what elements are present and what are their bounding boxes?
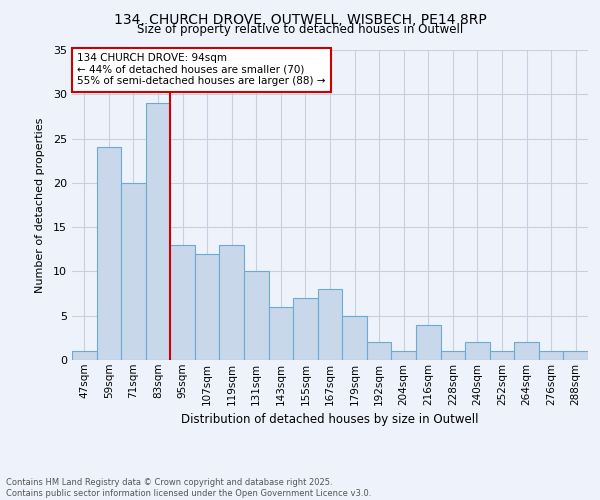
Text: 134, CHURCH DROVE, OUTWELL, WISBECH, PE14 8RP: 134, CHURCH DROVE, OUTWELL, WISBECH, PE1…	[113, 12, 487, 26]
Text: 134 CHURCH DROVE: 94sqm
← 44% of detached houses are smaller (70)
55% of semi-de: 134 CHURCH DROVE: 94sqm ← 44% of detache…	[77, 53, 326, 86]
Bar	[563, 351, 588, 360]
Y-axis label: Number of detached properties: Number of detached properties	[35, 118, 44, 292]
Bar	[416, 324, 440, 360]
Bar	[269, 307, 293, 360]
Bar	[146, 103, 170, 360]
Bar	[72, 351, 97, 360]
Bar	[391, 351, 416, 360]
Bar	[244, 272, 269, 360]
Bar	[121, 183, 146, 360]
Bar	[440, 351, 465, 360]
Bar	[465, 342, 490, 360]
Bar	[539, 351, 563, 360]
Bar	[293, 298, 318, 360]
Bar	[342, 316, 367, 360]
Bar	[318, 289, 342, 360]
Bar	[490, 351, 514, 360]
Bar	[170, 245, 195, 360]
Text: Contains HM Land Registry data © Crown copyright and database right 2025.
Contai: Contains HM Land Registry data © Crown c…	[6, 478, 371, 498]
Bar	[97, 148, 121, 360]
Bar	[220, 245, 244, 360]
Bar	[195, 254, 220, 360]
Bar	[367, 342, 391, 360]
Bar	[514, 342, 539, 360]
Text: Size of property relative to detached houses in Outwell: Size of property relative to detached ho…	[137, 22, 463, 36]
X-axis label: Distribution of detached houses by size in Outwell: Distribution of detached houses by size …	[181, 413, 479, 426]
